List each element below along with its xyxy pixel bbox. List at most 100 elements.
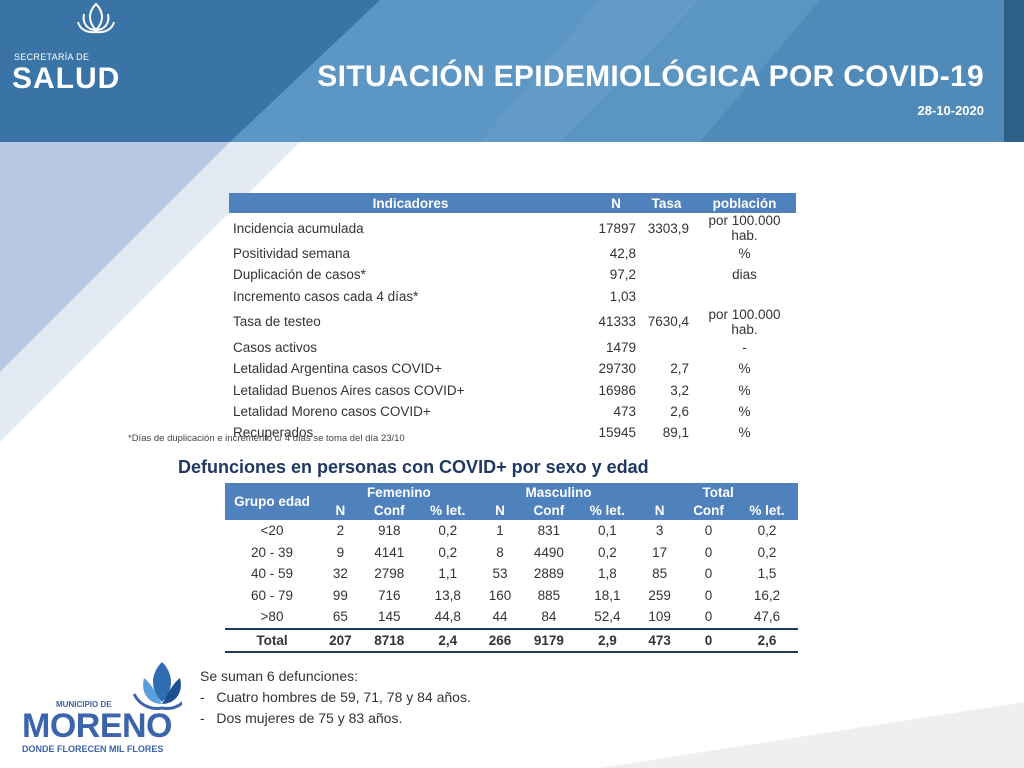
logo-secretaria-text: SECRETARÍA DE (14, 52, 90, 62)
value-cell: 84 (541, 609, 557, 625)
indicator-poblacion (693, 286, 796, 307)
indicators-footnote: *Días de duplicación e incremento c/ 4 d… (128, 433, 405, 444)
indicator-name: Casos activos (233, 340, 318, 356)
age-group-cell: >80 (260, 609, 284, 625)
deaths-group-header-row: Grupo edad Femenino Masculino Total (225, 483, 798, 520)
value-cell: 2889 (533, 566, 564, 582)
indicator-n: 1,03 (609, 288, 636, 304)
col-masculino: Masculino (478, 483, 639, 501)
indicator-name: Positividad semana (233, 246, 351, 262)
salud-lotus-icon (77, 2, 115, 34)
deaths-row: 60 - 79 99 716 13,8 160 885 18,1 259 0 16,2 (225, 585, 798, 607)
col-grupo-edad: Grupo edad (225, 483, 319, 520)
value-cell: 0 (704, 566, 713, 582)
indicator-n: 16986 (598, 382, 636, 398)
deaths-table: Grupo edad Femenino Masculino Total N Co… (225, 483, 798, 653)
indicator-poblacion: por 100.000 hab. (708, 213, 781, 243)
banner-side-strip (1004, 0, 1024, 142)
indicator-poblacion: - (742, 340, 747, 356)
page-title: SITUACIÓN EPIDEMIOLÓGICA POR COVID-19 (317, 60, 984, 93)
value-cell: 44 (492, 609, 508, 625)
indicator-row: Letalidad Moreno casos COVID+ 473 2,6% (229, 401, 796, 422)
value-cell: 3 (655, 523, 664, 539)
moreno-flower-icon (132, 662, 182, 710)
indicator-n: 17897 (598, 220, 636, 236)
notes-intro: Se suman 6 defunciones: (200, 668, 358, 684)
col-femenino: Femenino (319, 483, 479, 501)
value-cell: 1,1 (438, 566, 458, 582)
indicator-tasa: 89,1 (662, 425, 689, 441)
banner-background (0, 0, 1024, 142)
value-cell: 0,2 (438, 523, 458, 539)
sub-header: % let. (416, 501, 479, 520)
sub-header: Conf (681, 501, 737, 520)
value-cell: 18,1 (594, 587, 621, 603)
deaths-notes: Se suman 6 defunciones: - Cuatro hombres… (200, 666, 471, 729)
indicator-row: Casos activos 1479 - (229, 337, 796, 358)
value-cell: 0,2 (757, 544, 777, 560)
value-cell: 32 (332, 566, 348, 582)
indicator-name: Tasa de testeo (233, 314, 321, 330)
indicator-name: Letalidad Argentina casos COVID+ (233, 361, 442, 377)
value-cell: 2798 (374, 566, 405, 582)
value-cell: 0 (704, 609, 713, 625)
value-cell: 4490 (533, 544, 564, 560)
deaths-row: >80 65 145 44,8 44 84 52,4 109 0 47,6 (225, 606, 798, 629)
notes-item: - Dos mujeres de 75 y 83 años. (200, 710, 403, 726)
value-cell: 4141 (374, 544, 405, 560)
header-banner: SECRETARÍA DE SALUD SITUACIÓN EPIDEMIOLÓ… (0, 0, 1024, 142)
value-cell: 44,8 (434, 609, 461, 625)
value-cell: 160 (488, 587, 512, 603)
sub-header: N (319, 501, 362, 520)
value-cell: 918 (378, 523, 401, 539)
indicator-n: 15945 (598, 425, 636, 441)
indicator-name: Letalidad Moreno casos COVID+ (233, 403, 431, 419)
indicators-header-row: Indicadores N Tasa población (229, 193, 796, 213)
indicator-n: 41333 (598, 314, 636, 330)
value-cell: 0 (704, 587, 713, 603)
value-cell: 13,8 (434, 587, 461, 603)
indicator-poblacion: dias (732, 267, 757, 283)
value-cell: 885 (537, 587, 561, 603)
value-cell: 53 (492, 566, 508, 582)
notes-item: - Cuatro hombres de 59, 71, 78 y 84 años… (200, 689, 471, 705)
indicator-row: Duplicación de casos* 97,2 dias (229, 264, 796, 285)
indicator-poblacion: % (738, 246, 751, 262)
indicator-n: 42,8 (609, 246, 636, 262)
deaths-subheader-row: N Conf % let. N Conf % let. N Conf % let… (225, 501, 798, 520)
indicator-tasa (640, 286, 693, 307)
value-cell: 52,4 (594, 609, 621, 625)
col-tasa: Tasa (640, 193, 693, 213)
indicator-tasa: 2,6 (670, 403, 689, 419)
value-cell: 1,8 (597, 566, 617, 582)
indicator-tasa (640, 337, 693, 358)
age-group-cell: Total (225, 627, 319, 653)
indicator-tasa (640, 243, 693, 264)
deaths-row: 40 - 59 32 2798 1,1 53 2889 1,8 85 0 1,5 (225, 563, 798, 585)
sub-header: % let. (736, 501, 798, 520)
value-cell: 85 (652, 566, 668, 582)
deaths-row: <20 2 918 0,2 1 831 0,1 3 0 0,2 (225, 520, 798, 542)
sub-header: Conf (521, 501, 577, 520)
indicator-tasa (640, 264, 693, 285)
indicator-poblacion: % (738, 382, 751, 398)
indicators-table: Indicadores N Tasa población Incidencia … (229, 193, 796, 443)
value-cell: 9179 (521, 627, 577, 653)
value-cell: 0 (704, 544, 713, 560)
indicator-row: Letalidad Buenos Aires casos COVID+ 16986… (229, 379, 796, 400)
value-cell: 0 (704, 523, 713, 539)
indicator-tasa: 3303,9 (647, 220, 689, 236)
value-cell: 0,2 (438, 544, 458, 560)
indicator-tasa: 3,2 (670, 382, 689, 398)
col-n: N (592, 193, 640, 213)
indicator-tasa: 2,7 (670, 361, 689, 377)
value-cell: 65 (332, 609, 348, 625)
value-cell: 99 (332, 587, 348, 603)
value-cell: 8 (496, 544, 504, 560)
value-cell: 2,6 (736, 627, 798, 653)
value-cell: 17 (652, 544, 668, 560)
value-cell: 0,2 (757, 523, 777, 539)
indicator-tasa: 7630,4 (647, 314, 689, 330)
indicator-row: Letalidad Argentina casos COVID+ 29730 2,7… (229, 358, 796, 379)
deaths-total-row: Total 207 8718 2,4 266 9179 2,9 473 0 2,6 (225, 627, 798, 653)
